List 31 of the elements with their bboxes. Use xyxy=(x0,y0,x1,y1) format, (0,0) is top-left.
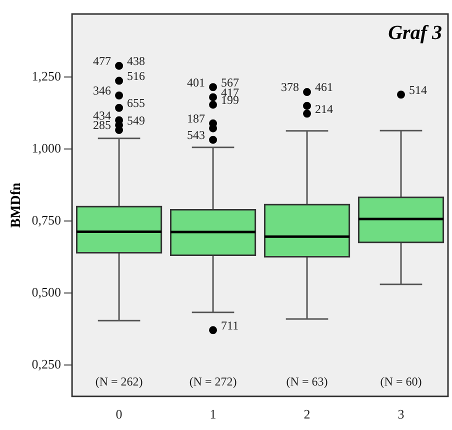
y-tick-label: 0,250 xyxy=(32,356,62,372)
annotation: 401 xyxy=(187,75,206,90)
annotation: 434 xyxy=(93,108,112,122)
annotation: 516 xyxy=(127,68,146,83)
annotation: (N = 262) xyxy=(95,374,143,389)
x-tick-label: 3 xyxy=(398,406,404,422)
x-tick-label: 0 xyxy=(116,406,122,422)
annotation: (N = 60) xyxy=(380,374,422,389)
x-tick-label: 1 xyxy=(210,406,216,422)
y-tick-label: 1,250 xyxy=(32,68,62,84)
y-tick-label: 0,500 xyxy=(32,284,62,300)
annotation: 655 xyxy=(127,96,146,110)
annotation: 711 xyxy=(221,318,239,332)
annotation: 214 xyxy=(315,102,334,116)
annotation: 438 xyxy=(127,54,146,68)
annotation: 477 xyxy=(93,54,112,68)
annotation: 543 xyxy=(187,128,206,142)
annotation: 461 xyxy=(315,80,334,94)
annotation: 346 xyxy=(93,84,112,98)
annotation: 567 xyxy=(221,75,240,90)
y-axis-title: BMDfn xyxy=(9,182,24,228)
chart-title: Graf 3 xyxy=(388,22,442,44)
y-tick-label: 0,750 xyxy=(32,212,62,228)
annotation: 549 xyxy=(127,113,146,128)
y-tick-label: 1,000 xyxy=(32,140,62,156)
annotation: 187 xyxy=(187,112,206,126)
annotation: 514 xyxy=(409,82,428,97)
annotation: (N = 272) xyxy=(189,374,237,389)
annotation: (N = 63) xyxy=(286,374,328,389)
annotation: 378 xyxy=(281,80,300,94)
x-tick-label: 2 xyxy=(304,406,310,422)
